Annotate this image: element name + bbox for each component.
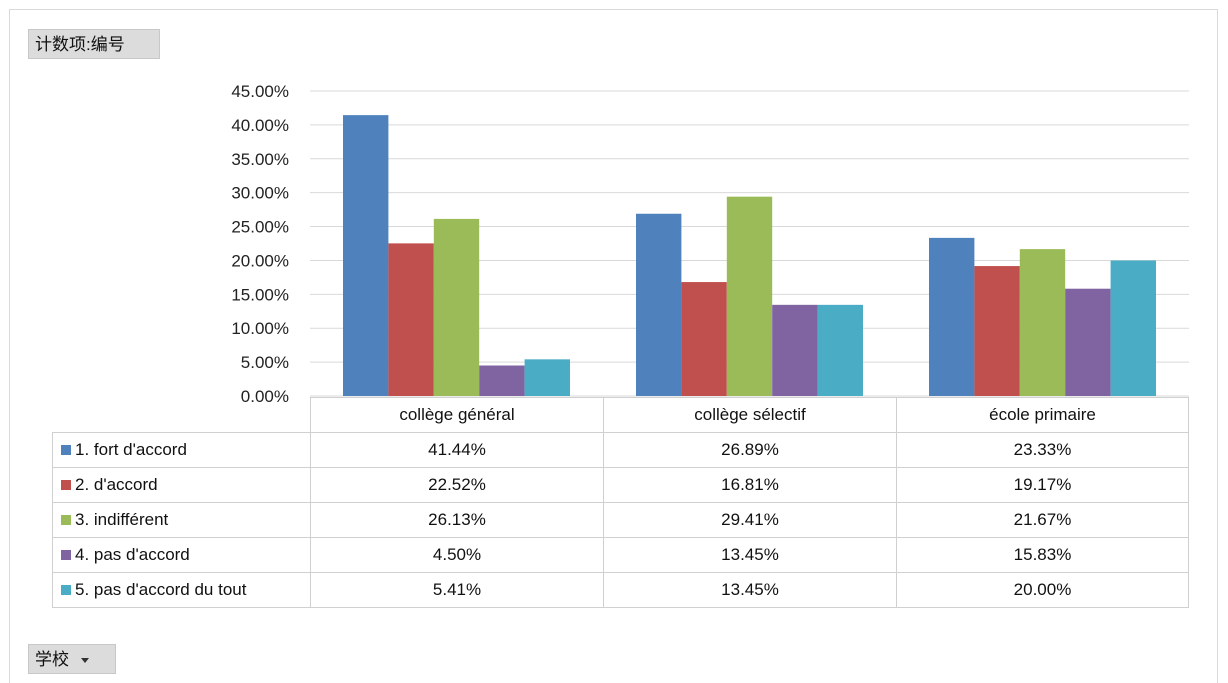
axis-field-label: 学校 [35,650,69,669]
table-row: 4. pas d'accord 4.50% 13.45% 15.83% [52,537,1189,573]
value-cell: 4.50% [310,537,604,573]
value-cell: 16.81% [603,467,897,503]
y-tick-label: 45.00% [231,82,289,101]
value-cell: 13.45% [603,572,897,608]
bar [1110,260,1156,396]
y-tick-label: 30.00% [231,184,289,203]
bar [681,282,727,396]
table-row: 2. d'accord 22.52% 16.81% 19.17% [52,467,1189,503]
value-cell: 26.13% [310,502,604,538]
value-cell: 21.67% [896,502,1189,538]
category-header: collège général [310,397,604,433]
y-tick-label: 15.00% [231,285,289,304]
value-cell: 13.45% [603,537,897,573]
value-cell: 15.83% [896,537,1189,573]
value-cell: 23.33% [896,432,1189,468]
value-field-label: 计数项:编号 [35,35,125,54]
y-tick-label: 35.00% [231,150,289,169]
legend-swatch [61,515,71,525]
bar [636,213,682,396]
table-row: 5. pas d'accord du tout 5.41% 13.45% 20.… [52,572,1189,608]
bar [343,115,389,396]
value-cell: 41.44% [310,432,604,468]
bar [1065,288,1111,396]
table-row: 1. fort d'accord 41.44% 26.89% 23.33% [52,432,1189,468]
axis-field-button[interactable]: 学校 [28,644,116,674]
value-field-button[interactable]: 计数项:编号 [28,29,160,59]
chart-frame [9,9,1218,683]
legend-swatch [61,445,71,455]
y-tick-label: 10.00% [231,319,289,338]
value-cell: 22.52% [310,467,604,503]
value-cell: 20.00% [896,572,1189,608]
bar [726,196,773,396]
value-cell: 26.89% [603,432,897,468]
y-axis-ticks: 0.00%5.00%10.00%15.00%20.00%25.00%30.00%… [231,82,289,406]
category-header: collège sélectif [603,397,897,433]
bar [974,266,1020,396]
bar [929,237,975,396]
series-name: 5. pas d'accord du tout [75,580,247,599]
bar [817,304,863,396]
bar [433,218,480,396]
series-label-cell: 3. indifférent [52,502,311,538]
series-name: 2. d'accord [75,475,158,494]
chevron-down-icon[interactable] [81,658,89,664]
series-label-cell: 2. d'accord [52,467,311,503]
bar [1019,249,1066,396]
table-header-row: collège général collège sélectif école p… [52,397,1189,433]
value-cell: 19.17% [896,467,1189,503]
bars [343,115,1156,396]
y-tick-label: 5.00% [241,353,289,372]
legend-swatch [61,480,71,490]
legend-swatch [61,550,71,560]
value-cell: 5.41% [310,572,604,608]
legend-swatch [61,585,71,595]
bar [524,359,570,396]
series-name: 3. indifférent [75,510,169,529]
series-name: 1. fort d'accord [75,440,187,459]
data-table: collège général collège sélectif école p… [52,397,1189,608]
y-tick-label: 25.00% [231,218,289,237]
series-label-cell: 5. pas d'accord du tout [52,572,311,608]
bar [388,243,434,396]
y-tick-label: 20.00% [231,251,289,270]
category-header: école primaire [896,397,1189,433]
series-name: 4. pas d'accord [75,545,190,564]
value-cell: 29.41% [603,502,897,538]
table-corner [52,397,311,433]
series-label-cell: 4. pas d'accord [52,537,311,573]
bar [479,365,525,396]
y-tick-label: 40.00% [231,116,289,135]
table-row: 3. indifférent 26.13% 29.41% 21.67% [52,502,1189,538]
series-label-cell: 1. fort d'accord [52,432,311,468]
bar [772,304,818,396]
